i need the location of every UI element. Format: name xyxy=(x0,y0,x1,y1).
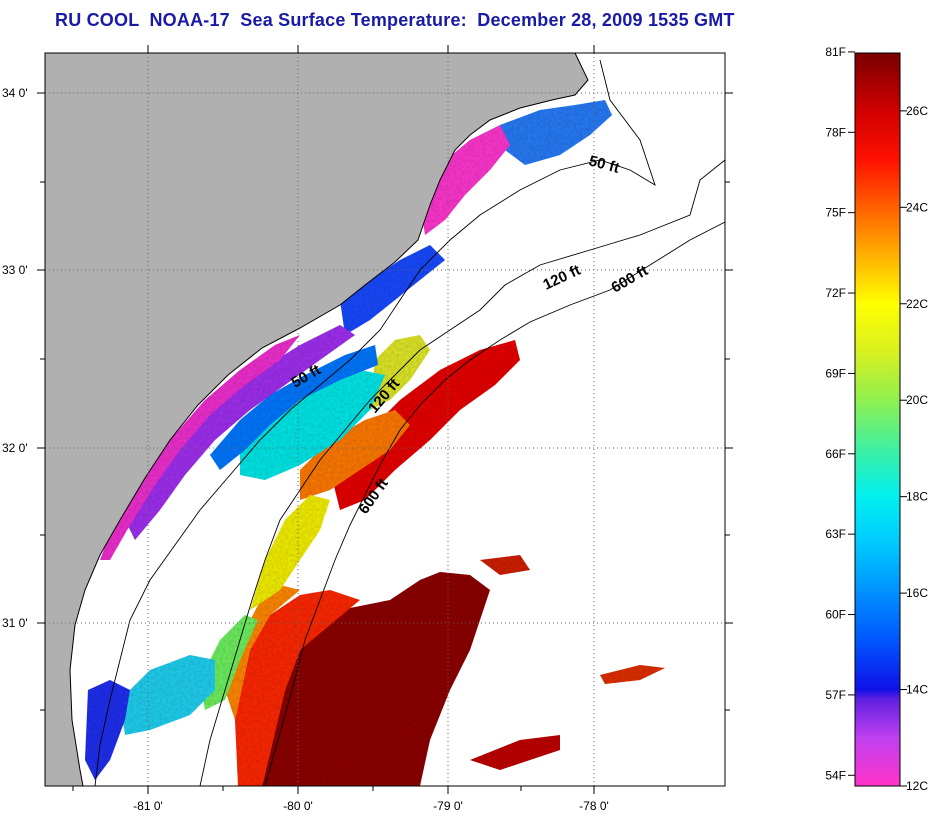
chart-title: RU COOL NOAA-17 Sea Surface Temperature:… xyxy=(55,10,735,30)
lat-label-33: 33 0' xyxy=(2,263,28,277)
sst-region-22c xyxy=(250,495,330,610)
colorbar-f-label: 54F xyxy=(825,768,846,782)
colorbar-fill xyxy=(855,53,900,786)
lat-label-31: 31 0' xyxy=(2,616,28,630)
lon-label-78: -78 0' xyxy=(579,799,609,813)
land-mass xyxy=(45,53,588,786)
sst-region-16c xyxy=(210,345,378,470)
colorbar-fahrenheit-ticks: 81F 78F 75F 72F 69F 66F 63F 60F 57F 54F xyxy=(825,45,855,782)
sst-region-15c-south xyxy=(85,680,130,780)
map-panel: 50 ft 120 ft 600 ft 50 ft 120 ft 600 ft … xyxy=(2,45,733,813)
coastline xyxy=(69,53,589,786)
colorbar-f-label: 60F xyxy=(825,608,846,622)
colorbar-c-label: 16C xyxy=(906,586,928,600)
sst-region-18c-south xyxy=(120,655,215,735)
lat-label-34: 34 0' xyxy=(2,86,28,100)
sst-fragment-2 xyxy=(600,665,665,684)
colorbar-f-label: 72F xyxy=(825,286,846,300)
colorbar-c-label: 24C xyxy=(906,200,928,214)
bathymetry-contours xyxy=(94,59,725,786)
sst-region-21c-north xyxy=(370,335,430,410)
colorbar-c-label: 12C xyxy=(906,779,928,793)
sst-fragment-3 xyxy=(480,555,530,575)
sst-region-north-orange xyxy=(300,410,410,500)
graticule xyxy=(45,53,725,786)
colorbar-f-label: 75F xyxy=(825,206,846,220)
sst-region-north-red xyxy=(330,340,520,510)
sst-field xyxy=(70,68,665,786)
lon-label-80: -80 0' xyxy=(283,799,313,813)
colorbar-c-label: 14C xyxy=(906,683,928,697)
colorbar-frame xyxy=(854,52,901,787)
lon-label-81: -81 0' xyxy=(133,799,163,813)
colorbar: 81F 78F 75F 72F 69F 66F 63F 60F 57F 54F 26C 24C 22C… xyxy=(825,45,928,793)
map-frame xyxy=(44,52,726,787)
sst-region-18c xyxy=(240,370,385,480)
sst-region-12c xyxy=(100,335,300,560)
sst-region-14c-ne xyxy=(500,100,612,165)
colorbar-c-label: 22C xyxy=(906,297,928,311)
sst-region-13c xyxy=(125,325,355,540)
sst-region-12c-north xyxy=(420,125,510,235)
colorbar-f-label: 78F xyxy=(825,125,846,139)
colorbar-f-label: 69F xyxy=(825,366,846,380)
contour-120ft xyxy=(199,159,725,786)
sst-fragment-1 xyxy=(470,735,560,770)
colorbar-f-label: 66F xyxy=(825,447,846,461)
colorbar-f-label: 63F xyxy=(825,527,846,541)
sst-region-24c xyxy=(235,590,360,786)
colorbar-f-label: 57F xyxy=(825,688,846,702)
lat-label-32: 32 0' xyxy=(2,441,28,455)
contour-600ft xyxy=(264,221,725,786)
colorbar-celsius-ticks: 26C 24C 22C 20C 18C 16C 14C 12C xyxy=(900,104,928,793)
lon-axis xyxy=(72,45,669,794)
sst-region-26c xyxy=(262,572,490,786)
colorbar-c-label: 20C xyxy=(906,393,928,407)
colorbar-c-label: 26C xyxy=(906,104,928,118)
contour-50ft xyxy=(94,59,656,786)
colorbar-f-label: 81F xyxy=(825,45,846,59)
lon-label-79: -79 0' xyxy=(433,799,463,813)
colorbar-c-label: 18C xyxy=(906,490,928,504)
lat-axis xyxy=(37,92,733,711)
lon-labels: -81 0' -80 0' -79 0' -78 0' xyxy=(133,799,609,813)
lat-labels: 34 0' 33 0' 32 0' 31 0' xyxy=(2,86,28,630)
sst-region-15c-north xyxy=(340,245,445,335)
